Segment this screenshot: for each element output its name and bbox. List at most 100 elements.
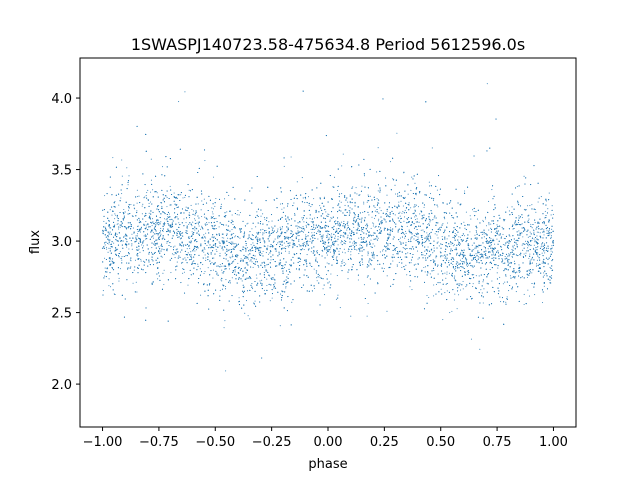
data-point	[415, 221, 417, 223]
data-point	[366, 226, 368, 228]
data-point	[341, 165, 343, 167]
data-point	[353, 226, 355, 228]
data-point	[150, 209, 152, 212]
data-point	[266, 264, 268, 266]
data-point	[501, 226, 503, 228]
data-point	[259, 251, 261, 254]
data-point	[534, 241, 536, 243]
data-point	[165, 219, 167, 221]
data-point	[486, 256, 488, 258]
data-point	[140, 226, 142, 228]
data-point	[548, 231, 550, 233]
data-point	[285, 245, 287, 247]
data-point	[183, 244, 185, 246]
data-point	[515, 291, 517, 293]
data-point	[162, 223, 165, 225]
data-point	[197, 263, 199, 265]
data-point	[127, 209, 130, 211]
data-point	[112, 157, 114, 159]
data-point	[539, 232, 541, 234]
data-point	[202, 237, 204, 239]
data-point	[256, 232, 258, 234]
data-point	[368, 259, 370, 261]
data-point	[446, 290, 448, 292]
data-point	[221, 265, 223, 267]
data-point	[156, 239, 158, 241]
data-point	[459, 289, 462, 291]
data-point	[116, 223, 118, 225]
data-point	[104, 229, 106, 231]
data-point	[389, 227, 392, 229]
data-point	[550, 236, 552, 238]
data-point	[315, 270, 317, 272]
data-point	[297, 227, 299, 229]
data-point	[205, 232, 207, 234]
data-point	[282, 247, 284, 249]
data-point	[513, 260, 515, 262]
data-point	[551, 245, 553, 247]
data-point	[224, 212, 226, 214]
data-point	[206, 244, 208, 247]
data-point	[125, 242, 127, 245]
data-point	[109, 209, 111, 211]
data-point	[303, 242, 305, 244]
data-point	[362, 264, 364, 266]
data-point	[534, 239, 536, 241]
data-point	[113, 242, 115, 244]
data-point	[327, 235, 329, 237]
data-point	[115, 239, 117, 241]
data-point	[416, 218, 418, 220]
data-point	[198, 225, 200, 227]
data-point	[187, 257, 189, 259]
data-point	[550, 275, 553, 277]
data-point	[394, 184, 396, 186]
data-point	[400, 200, 402, 202]
data-point	[343, 220, 345, 222]
data-point	[335, 220, 337, 222]
data-point	[492, 238, 494, 240]
data-point	[301, 217, 303, 219]
data-point	[254, 255, 256, 257]
data-point	[211, 211, 213, 213]
data-point	[377, 147, 379, 149]
data-point	[193, 218, 196, 220]
data-point	[215, 217, 217, 220]
data-point	[147, 229, 149, 231]
data-point	[327, 245, 329, 247]
data-point	[366, 237, 368, 239]
data-point	[476, 237, 478, 239]
data-point	[378, 218, 380, 220]
data-point	[342, 259, 344, 261]
data-point	[306, 217, 308, 219]
data-point	[398, 204, 400, 206]
data-point	[129, 259, 131, 261]
data-point	[413, 238, 415, 240]
data-point	[256, 211, 258, 213]
data-point	[183, 271, 185, 273]
data-point	[386, 243, 388, 245]
data-point	[138, 258, 140, 260]
data-point	[328, 281, 330, 283]
data-point	[151, 203, 153, 205]
data-point	[318, 230, 320, 232]
data-point	[301, 248, 304, 250]
data-point	[349, 207, 351, 209]
data-point	[178, 194, 180, 196]
data-point	[389, 161, 392, 163]
data-point	[526, 205, 529, 207]
data-point	[304, 202, 306, 204]
data-point	[551, 205, 553, 207]
data-point	[298, 235, 300, 237]
data-point	[331, 243, 333, 245]
data-point	[518, 230, 520, 232]
data-point	[163, 269, 165, 271]
data-point	[401, 212, 403, 214]
data-point	[407, 252, 409, 254]
data-point	[337, 294, 339, 296]
data-point	[542, 231, 544, 233]
data-point	[352, 244, 354, 246]
data-point	[132, 282, 134, 284]
data-point	[428, 185, 431, 187]
data-point	[433, 269, 435, 272]
data-point	[203, 198, 205, 200]
